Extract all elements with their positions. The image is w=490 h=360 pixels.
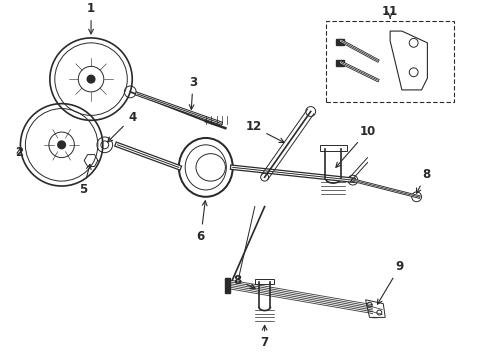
Text: 11: 11 xyxy=(382,5,398,18)
Bar xyxy=(372,303,377,317)
Circle shape xyxy=(87,75,95,83)
Circle shape xyxy=(58,141,66,149)
Polygon shape xyxy=(366,300,385,318)
Bar xyxy=(336,60,344,66)
Bar xyxy=(225,278,230,293)
Text: 9: 9 xyxy=(377,260,404,304)
Text: 8: 8 xyxy=(416,168,431,193)
Text: 10: 10 xyxy=(336,125,376,167)
Text: 1: 1 xyxy=(87,2,95,34)
Text: 3: 3 xyxy=(189,76,197,109)
Polygon shape xyxy=(390,31,427,90)
Text: 12: 12 xyxy=(245,120,284,143)
Text: 7: 7 xyxy=(261,325,269,350)
Text: 2: 2 xyxy=(15,146,24,159)
Bar xyxy=(319,145,347,151)
Text: 5: 5 xyxy=(79,165,91,197)
Bar xyxy=(326,21,454,102)
Bar xyxy=(255,279,274,284)
Text: 4: 4 xyxy=(108,111,136,142)
Bar xyxy=(336,39,344,45)
Text: 6: 6 xyxy=(197,201,207,243)
Text: 8: 8 xyxy=(233,274,255,288)
